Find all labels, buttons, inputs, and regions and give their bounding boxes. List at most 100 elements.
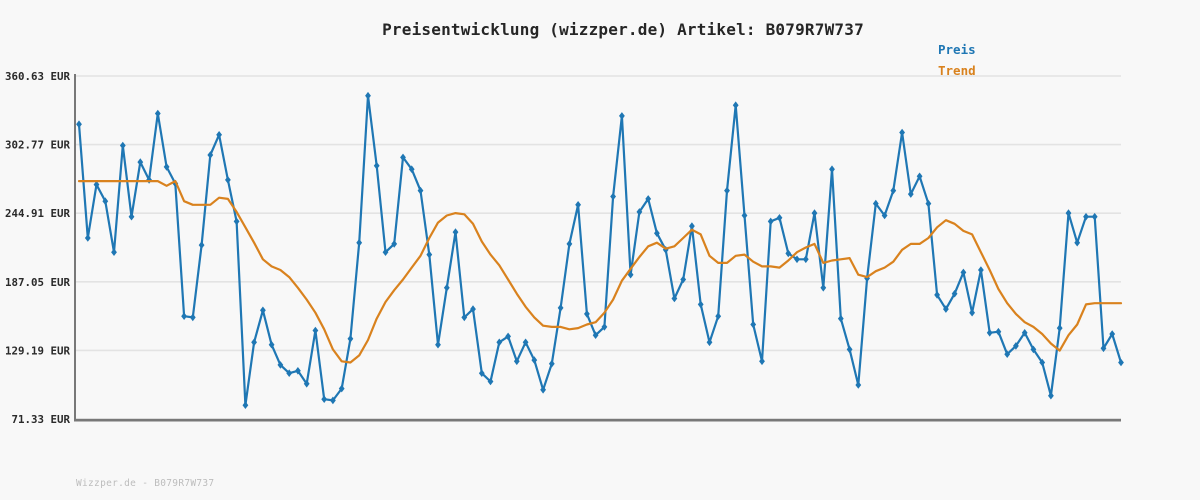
price-point-marker (802, 255, 809, 264)
price-point-marker (198, 241, 205, 249)
price-point-marker (1100, 344, 1107, 353)
price-point-marker (531, 356, 538, 364)
price-point-marker (321, 395, 328, 403)
price-point-marker (627, 270, 634, 279)
price-point-marker (1056, 324, 1063, 332)
price-point-marker (899, 128, 905, 137)
y-axis-tick-label: 302.77 EUR (5, 139, 71, 152)
price-point-marker (225, 176, 231, 184)
price-point-marker (330, 396, 336, 405)
price-point-marker (592, 331, 599, 339)
price-point-marker (251, 338, 257, 347)
price-point-marker (1048, 391, 1054, 400)
price-point-marker (890, 186, 897, 195)
price-point-marker (654, 229, 660, 237)
price-point-marker (356, 238, 363, 247)
price-point-marker (645, 195, 652, 203)
price-point-marker (76, 120, 82, 128)
price-point-marker (513, 357, 520, 366)
price-point-marker (846, 345, 853, 354)
price-point-marker (163, 163, 170, 171)
price-point-marker (373, 161, 380, 170)
trend-line (77, 180, 1123, 364)
price-point-marker (794, 255, 800, 264)
price-point-marker (233, 217, 240, 226)
price-point-marker (732, 101, 739, 109)
price-point-marker (365, 91, 371, 100)
price-point-marker (706, 338, 713, 347)
price-point-marker (1065, 209, 1072, 217)
price-point-marker (111, 248, 117, 256)
price-point-marker (837, 314, 844, 323)
price-point-marker (785, 249, 792, 258)
price-point-marker (461, 313, 468, 322)
price-point-marker (93, 180, 100, 189)
price-point-marker (1004, 350, 1011, 358)
price-point-marker (881, 211, 888, 220)
price-point-marker (943, 305, 949, 313)
price-point-marker (916, 172, 923, 181)
price-point-marker (391, 240, 398, 248)
price-point-marker (907, 190, 914, 198)
price-point-marker (452, 228, 459, 236)
price-point-marker (557, 304, 564, 312)
price-point-marker (522, 338, 529, 347)
price-point-marker (776, 214, 783, 222)
price-point-marker (1039, 358, 1046, 367)
y-axis-tick-label: 71.33 EUR (11, 413, 70, 426)
chart-legend: Preis Trend (938, 39, 976, 81)
price-point-marker (84, 234, 91, 242)
price-point-marker (829, 165, 835, 173)
price-point-marker (986, 329, 993, 337)
price-point-marker (505, 332, 511, 341)
price-point-marker (960, 268, 967, 277)
price-point-marker (767, 217, 774, 226)
price-point-marker (128, 212, 135, 221)
price-point-marker (689, 222, 695, 230)
price-point-marker (636, 208, 643, 216)
price-point-marker (295, 367, 301, 375)
price-point-marker (855, 381, 862, 389)
price-point-marker (969, 308, 975, 317)
price-point-marker (575, 201, 581, 209)
price-point-marker (487, 377, 494, 386)
preis-line (77, 94, 1123, 407)
price-point-marker (1118, 358, 1124, 367)
price-point-marker (189, 313, 196, 322)
price-point-marker (347, 335, 354, 343)
price-point-marker (951, 289, 958, 298)
price-point-marker (181, 312, 187, 320)
price-point-marker (312, 326, 319, 335)
price-point-marker (540, 386, 546, 394)
price-point-marker (978, 266, 984, 274)
price-point-marker (759, 357, 765, 366)
legend-item-trend: Trend (938, 63, 976, 78)
price-point-marker (216, 131, 222, 139)
price-point-marker (146, 176, 152, 184)
price-point-marker (417, 186, 424, 195)
price-point-marker (242, 401, 249, 409)
y-axis-tick-label: 360.63 EUR (5, 70, 71, 83)
price-point-marker (1030, 345, 1037, 354)
price-point-marker (724, 186, 730, 195)
price-point-marker (934, 291, 940, 299)
price-point-marker (1091, 212, 1098, 221)
price-point-marker (443, 284, 450, 292)
price-point-marker (566, 240, 573, 248)
price-point-marker (268, 340, 275, 349)
price-point-marker (671, 294, 678, 303)
price-point-marker (548, 359, 555, 368)
price-point-marker (750, 320, 757, 329)
price-point-marker (478, 369, 485, 377)
price-point-marker (925, 199, 932, 208)
price-point-marker (496, 338, 503, 347)
price-point-marker (584, 310, 590, 318)
price-point-marker (470, 305, 476, 313)
price-point-marker (601, 323, 608, 331)
price-point-marker (382, 248, 389, 256)
price-point-marker (610, 192, 616, 201)
y-axis-tick-label: 244.91 EUR (5, 207, 71, 220)
price-point-marker (820, 284, 827, 292)
